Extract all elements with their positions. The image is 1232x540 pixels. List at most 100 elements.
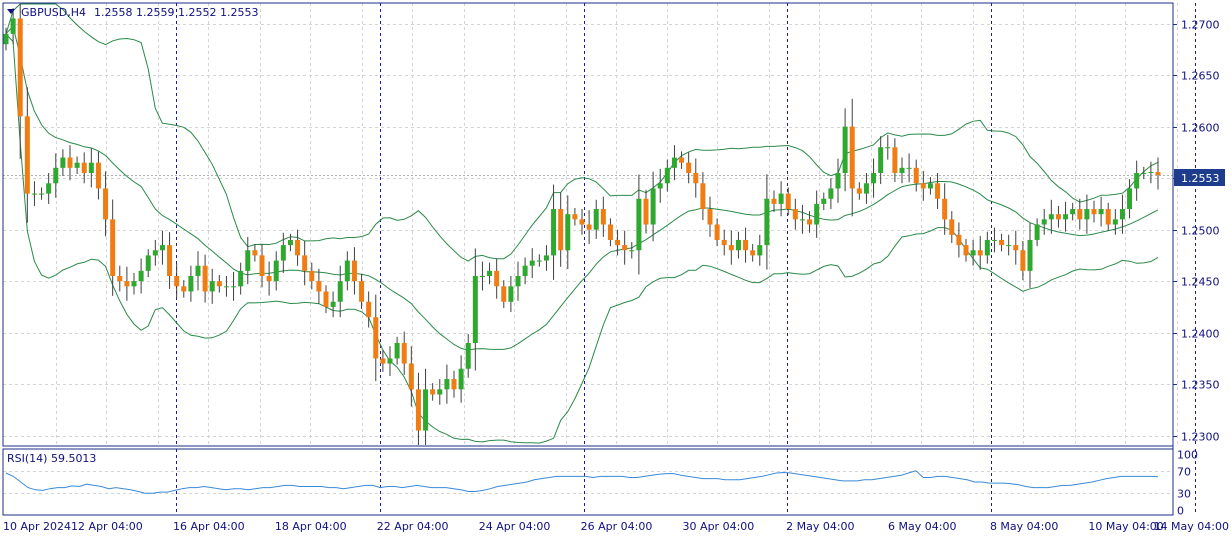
- candle-bull: [3, 27, 9, 51]
- candle-body: [600, 209, 606, 225]
- triangle-down-icon[interactable]: [7, 9, 15, 14]
- symbol-label: GBPUSD,H4: [21, 6, 86, 19]
- candle-bull: [159, 230, 165, 265]
- candle-body: [394, 342, 400, 359]
- candle-bear: [721, 229, 727, 256]
- candle-body: [1027, 239, 1033, 271]
- candle-bull: [74, 156, 80, 175]
- chart-header[interactable]: GBPUSD,H4 1.2558 1.2559 1.2552 1.2553: [7, 6, 258, 19]
- candle-body: [671, 157, 677, 168]
- price-tick-label: 1.2600: [1181, 122, 1220, 135]
- time-label: 16 Apr 04:00: [173, 520, 245, 533]
- candle-body: [757, 245, 763, 256]
- time-label: 22 Apr 04:00: [377, 520, 449, 533]
- candlesticks: [3, 4, 1161, 445]
- candle-body: [465, 342, 471, 369]
- candle-bear: [124, 266, 130, 301]
- candle-bull: [757, 234, 763, 266]
- candle-body: [10, 18, 16, 34]
- candle-body: [287, 239, 293, 246]
- candle-bear: [600, 196, 606, 237]
- candle-body: [145, 255, 151, 271]
- candle-bear: [586, 210, 592, 245]
- candle-bear: [252, 244, 258, 262]
- candle-bull: [799, 204, 805, 234]
- rsi-axis: 100 70 30 0: [1177, 449, 1198, 518]
- candle-bull: [515, 261, 521, 301]
- candle-bull: [593, 199, 599, 239]
- candle-body: [472, 276, 478, 343]
- rsi-level-label: 0: [1177, 505, 1184, 518]
- candle-body: [743, 239, 749, 251]
- candle-body: [572, 214, 578, 220]
- candle-bear: [216, 274, 222, 293]
- candle-bull: [878, 136, 884, 185]
- candle-bear: [892, 138, 898, 183]
- candle-bear: [963, 238, 969, 262]
- candle-bull: [1119, 194, 1125, 234]
- candle-bear: [807, 211, 813, 233]
- candle-bull: [1084, 194, 1090, 234]
- price-tick-label: 1.2500: [1181, 225, 1220, 238]
- candle-bear: [1155, 157, 1161, 190]
- candle-bull: [394, 336, 400, 365]
- time-label: 30 Apr 04:00: [683, 520, 755, 533]
- candle-bear: [380, 350, 386, 372]
- candle-bull: [1134, 160, 1140, 201]
- candle-body: [1098, 209, 1104, 215]
- candle-bull: [344, 251, 350, 291]
- candle-bull: [636, 174, 642, 275]
- candle-bull: [231, 271, 237, 301]
- candle-bear: [785, 187, 791, 216]
- candle-bear: [167, 232, 173, 289]
- candle-bear: [849, 98, 855, 217]
- candle-body: [956, 234, 962, 246]
- candle-body: [799, 219, 805, 221]
- time-axis: 10 Apr 2024 12 Apr 04:00 16 Apr 04:00 18 Ap…: [3, 520, 1229, 533]
- candle-body: [1134, 172, 1140, 189]
- candle-body: [309, 270, 315, 282]
- candle-body: [721, 239, 727, 246]
- candle-body: [415, 389, 421, 431]
- candle-bear: [679, 151, 685, 169]
- candle-bear: [309, 262, 315, 290]
- candle-bear: [693, 158, 699, 198]
- time-label: 12 Apr 04:00: [71, 520, 143, 533]
- candle-bull: [31, 181, 37, 206]
- candle-body: [778, 193, 784, 204]
- rsi-line: [5, 470, 1159, 494]
- candle-body: [117, 276, 123, 282]
- candle-body: [899, 167, 905, 173]
- candle-body: [209, 281, 215, 292]
- candle-bull: [664, 159, 670, 192]
- candle-bull: [1112, 209, 1118, 235]
- candle-body: [408, 363, 414, 390]
- candle-body: [906, 167, 912, 169]
- candle-bear: [700, 172, 706, 221]
- candle-bear: [1020, 240, 1026, 281]
- candle-bull: [1006, 234, 1012, 256]
- price-tick-label: 1.2350: [1181, 379, 1220, 392]
- candle-bear: [351, 247, 357, 295]
- candle-body: [849, 126, 855, 189]
- candle-bull: [330, 291, 336, 318]
- time-label: 24 Apr 04:00: [479, 520, 551, 533]
- time-label: 18 Apr 04:00: [275, 520, 347, 533]
- candle-bull: [479, 261, 485, 291]
- candle-bear: [67, 145, 73, 181]
- candle-body: [1034, 224, 1040, 240]
- candle-body: [920, 183, 926, 189]
- candle-body: [266, 276, 272, 282]
- candle-body: [1112, 219, 1118, 225]
- candle-body: [586, 224, 592, 230]
- candle-bear: [95, 151, 101, 200]
- rsi-level-label: 70: [1177, 466, 1191, 479]
- candle-body: [380, 358, 386, 364]
- candle-bull: [906, 153, 912, 183]
- candle-bull: [671, 145, 677, 181]
- rsi-plot: [5, 470, 1159, 494]
- candle-body: [1055, 214, 1061, 220]
- candle-bear: [302, 240, 308, 286]
- candle-bull: [814, 190, 820, 238]
- candle-body: [152, 250, 158, 256]
